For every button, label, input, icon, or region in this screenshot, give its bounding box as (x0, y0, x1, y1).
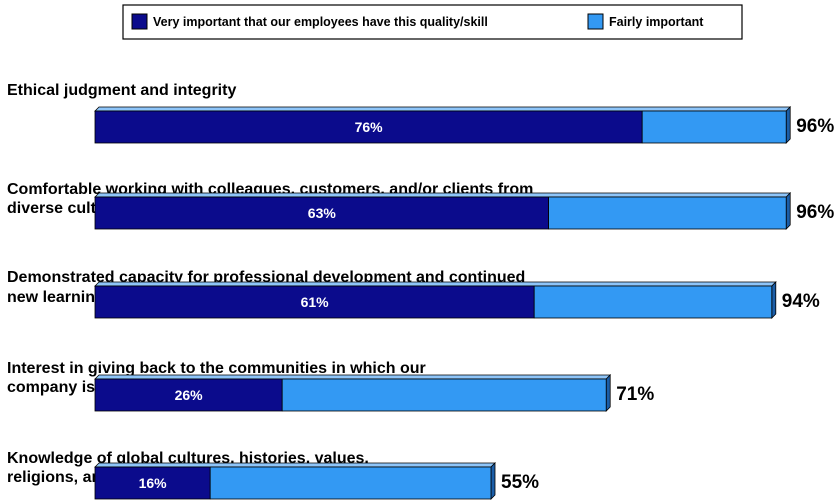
legend: Very important that our employees have t… (122, 4, 743, 40)
bar-segment-fairly-important (533, 285, 773, 319)
legend-label-very-important: Very important that our employees have t… (153, 15, 488, 29)
bar-side-face (785, 192, 791, 230)
data-label-very-important: 26% (175, 387, 204, 403)
legend-label-fairly-important: Fairly important (609, 15, 704, 29)
category-label: new learning (7, 289, 105, 306)
bar-segment-very-important (94, 378, 283, 412)
data-label-very-important: 16% (139, 475, 168, 491)
total-label: 96% (796, 116, 834, 137)
total-label: 94% (782, 291, 820, 312)
bar-top-face (94, 462, 496, 468)
data-label-very-important: 61% (301, 294, 330, 310)
bar-segment-fairly-important (281, 378, 607, 412)
bar-segment-fairly-important (641, 110, 787, 144)
bar-top-face (94, 192, 792, 198)
total-label: 71% (616, 384, 654, 405)
total-label: 96% (796, 202, 834, 223)
bar-row: Demonstrated capacity for professional d… (7, 269, 820, 319)
category-label: Interest in giving back to the communiti… (7, 360, 426, 377)
bar-segment-very-important (94, 285, 535, 319)
bar-side-face (785, 106, 791, 144)
bar-top-face (94, 374, 612, 380)
bar-side-face (490, 462, 496, 500)
bar-row: Interest in giving back to the communiti… (7, 360, 654, 412)
total-label: 55% (501, 472, 539, 493)
legend-swatch-fairly-important (587, 13, 604, 30)
data-label-very-important: 63% (308, 205, 337, 221)
category-label: Ethical judgment and integrity (7, 82, 236, 99)
bar-side-face (771, 281, 777, 319)
bar-segment-fairly-important (209, 466, 492, 500)
data-label-very-important: 76% (355, 119, 384, 135)
bar-row: Knowledge of global cultures, histories,… (7, 450, 539, 500)
bar-row: Ethical judgment and integrity 76% 96% (7, 82, 834, 144)
bar-segment-very-important (94, 466, 211, 500)
legend-frame (122, 4, 743, 40)
bar-row: Comfortable working with colleagues, cus… (7, 181, 834, 230)
bar-segment-very-important (94, 196, 550, 230)
bar-top-face (94, 106, 792, 112)
bar-segment-fairly-important (548, 196, 787, 230)
bar-top-face (94, 281, 777, 287)
bar-side-face (605, 374, 611, 412)
legend-swatch-very-important (131, 13, 148, 30)
bar-segment-very-important (94, 110, 643, 144)
